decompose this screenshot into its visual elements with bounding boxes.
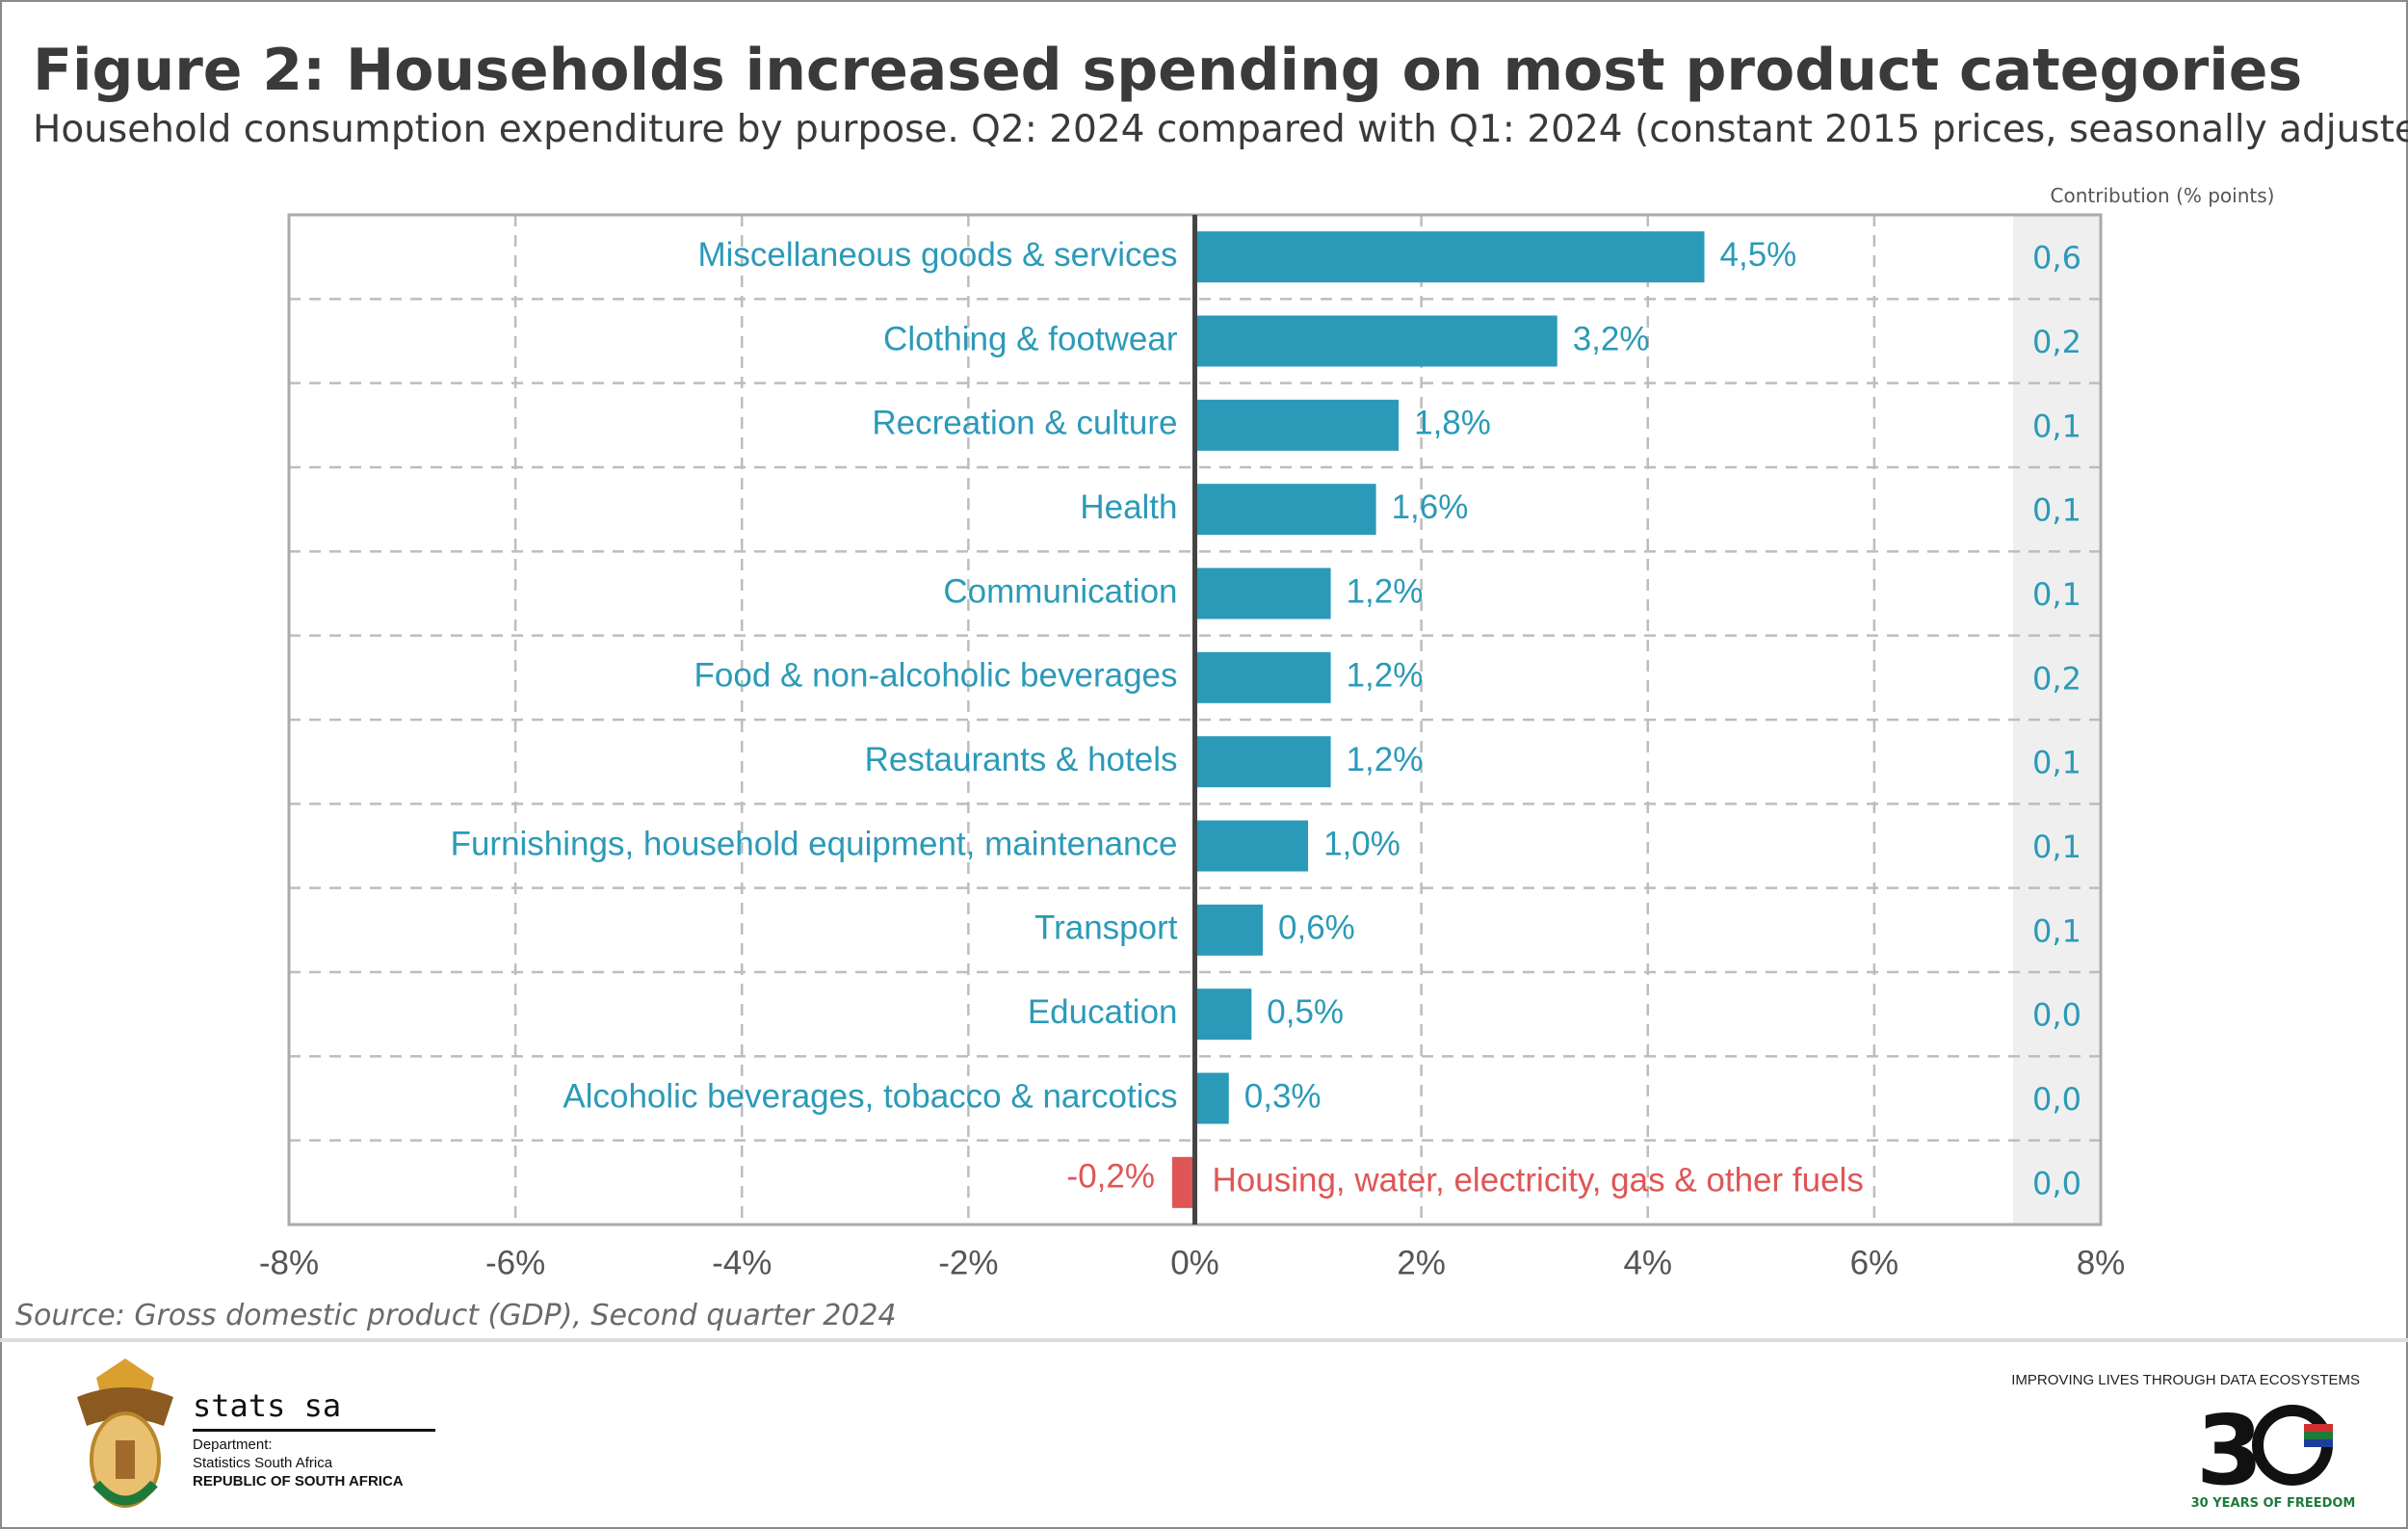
category-label: Miscellaneous goods & services (697, 236, 1177, 274)
category-label: Food & non-alcoholic beverages (694, 657, 1178, 695)
category-label: Furnishings, household equipment, mainte… (451, 825, 1178, 862)
x-tick-label: -4% (712, 1244, 772, 1281)
footer-divider (0, 1338, 2408, 1342)
bar (1194, 989, 1252, 1041)
bar (1194, 567, 1331, 620)
data-label: 1,6% (1392, 488, 1469, 526)
contribution-value: 0,6 (2032, 240, 2081, 277)
bar (1194, 399, 1400, 451)
category-label: Clothing & footwear (883, 320, 1178, 357)
x-tick-label: 8% (2077, 1244, 2126, 1281)
bar (1171, 1156, 1195, 1208)
data-label: 1,0% (1323, 825, 1400, 862)
bar (1194, 484, 1376, 536)
chart-title: Figure 2: Households increased spending … (33, 37, 2303, 104)
contribution-value: 0,1 (2032, 492, 2081, 529)
bar (1194, 231, 1705, 283)
coat-of-arms-logo (77, 1358, 173, 1508)
x-tick-label: 0% (1170, 1244, 1219, 1281)
category-label: Restaurants & hotels (865, 741, 1178, 778)
chart-subtitle: Household consumption expenditure by pur… (33, 108, 2408, 151)
data-label: -0,2% (1067, 1158, 1155, 1196)
data-label: 1,2% (1347, 657, 1424, 695)
contribution-value: 0,1 (2032, 829, 2081, 865)
x-tick-label: -8% (259, 1244, 319, 1281)
category-label: Health (1080, 488, 1177, 526)
source-note: Source: Gross domestic product (GDP), Se… (15, 1299, 897, 1332)
x-tick-label: 2% (1397, 1244, 1446, 1281)
logo-rule (193, 1429, 435, 1432)
data-label: 0,6% (1278, 909, 1355, 947)
category-label: Alcoholic beverages, tobacco & narcotics (563, 1077, 1177, 1115)
country-name: REPUBLIC OF SOUTH AFRICA (193, 1473, 404, 1489)
category-label: Transport (1034, 909, 1178, 947)
category-label: Communication (943, 572, 1177, 610)
bar (1194, 315, 1557, 367)
category-label: Housing, water, electricity, gas & other… (1213, 1162, 1864, 1199)
contribution-value: 0,0 (2032, 1165, 2081, 1201)
org-name: stats sa (193, 1387, 342, 1424)
department-block: Department: Statistics South Africa REPU… (193, 1436, 404, 1490)
category-label: Recreation & culture (872, 405, 1177, 442)
contribution-value: 0,1 (2032, 576, 2081, 613)
dept-label: Department: (193, 1437, 273, 1453)
contribution-value: 0,1 (2032, 912, 2081, 949)
tagline: IMPROVING LIVES THROUGH DATA ECOSYSTEMS (2011, 1372, 2360, 1388)
x-tick-label: -2% (938, 1244, 998, 1281)
contribution-header: Contribution (% points) (2051, 184, 2275, 207)
bar (1194, 1072, 1229, 1124)
anniversary-logo-text: 30 YEARS OF FREEDOM (2191, 1496, 2356, 1511)
data-label: 1,8% (1414, 405, 1491, 442)
x-tick-label: 6% (1850, 1244, 1899, 1281)
data-label: 1,2% (1347, 572, 1424, 610)
30-years-of-freedom-logo: 3 30 YEARS OF FREEDOM (2191, 1397, 2356, 1511)
contribution-value: 0,2 (2032, 660, 2081, 697)
bar (1194, 736, 1331, 788)
bar (1194, 820, 1309, 872)
contribution-value: 0,1 (2032, 745, 2081, 781)
data-label: 0,3% (1244, 1077, 1322, 1115)
bar (1194, 904, 1264, 956)
data-label: 3,2% (1573, 320, 1650, 357)
data-label: 4,5% (1720, 236, 1797, 274)
data-label: 1,2% (1347, 741, 1424, 778)
x-tick-label: 4% (1623, 1244, 1672, 1281)
contribution-value: 0,0 (2032, 997, 2081, 1034)
contribution-value: 0,2 (2032, 324, 2081, 360)
contribution-value: 0,0 (2032, 1081, 2081, 1118)
dept-name: Statistics South Africa (193, 1455, 333, 1471)
contribution-value: 0,1 (2032, 408, 2081, 444)
data-label: 0,5% (1267, 993, 1344, 1031)
svg-text:3: 3 (2196, 1397, 2264, 1507)
category-label: Education (1028, 993, 1178, 1031)
x-tick-label: -6% (485, 1244, 545, 1281)
bar (1194, 651, 1331, 703)
